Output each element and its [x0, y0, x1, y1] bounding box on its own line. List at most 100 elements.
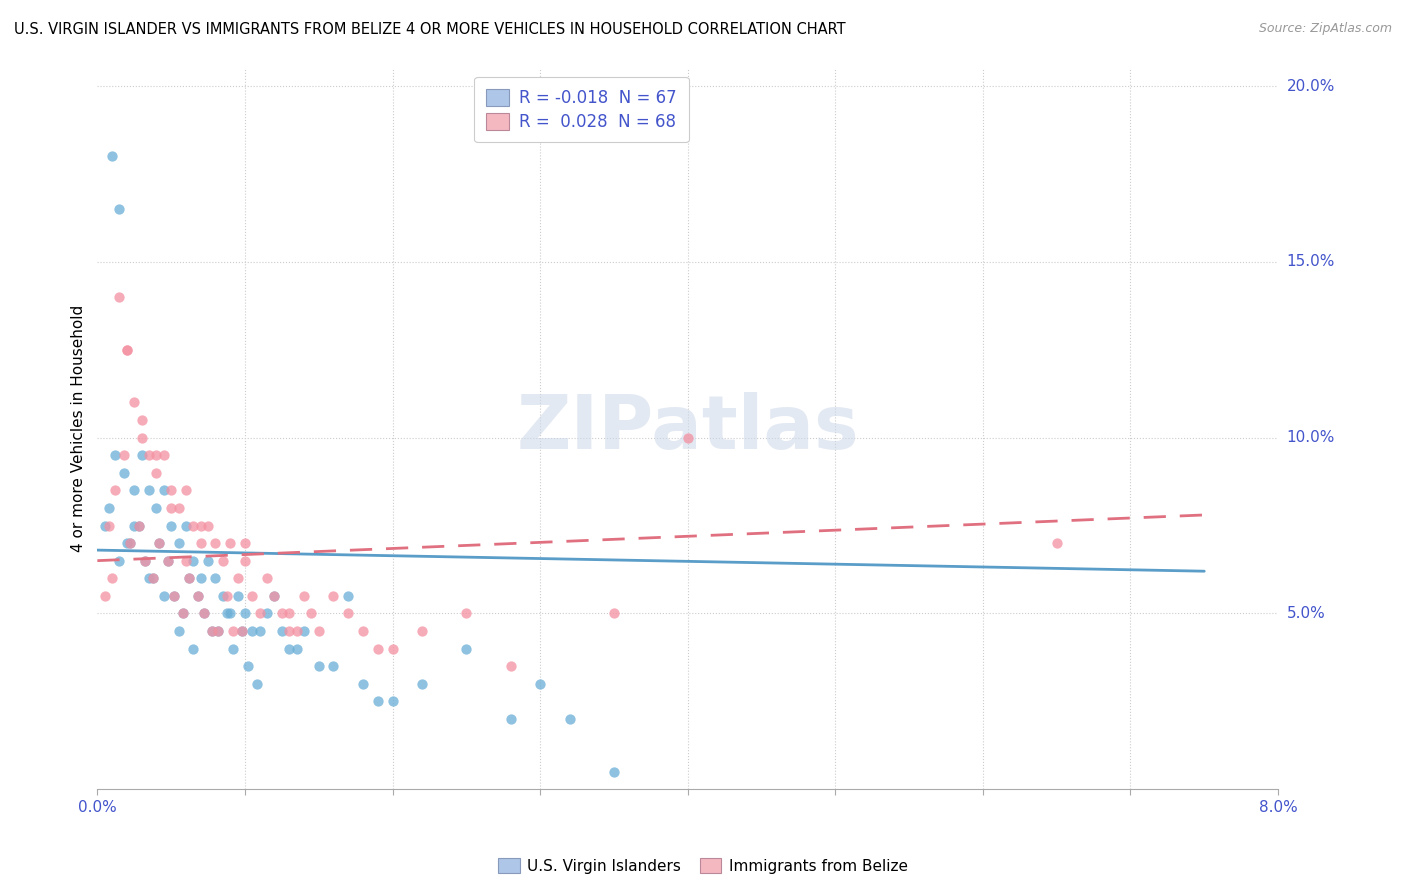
Point — [411, 676, 433, 690]
Point — [246, 676, 269, 690]
Point — [236, 659, 259, 673]
Text: 15.0%: 15.0% — [1286, 254, 1334, 269]
Point — [240, 589, 263, 603]
Point — [108, 202, 131, 216]
Point — [256, 607, 278, 621]
Point — [145, 448, 167, 462]
Point — [278, 607, 301, 621]
Point — [118, 536, 141, 550]
Point — [145, 500, 167, 515]
Point — [270, 607, 292, 621]
Point — [222, 624, 245, 638]
Point — [292, 624, 315, 638]
Point — [381, 694, 404, 708]
Point — [337, 607, 360, 621]
Point — [174, 483, 197, 498]
Point — [337, 589, 360, 603]
Point — [456, 641, 478, 656]
Point — [219, 536, 242, 550]
Point — [108, 290, 131, 304]
Point — [499, 712, 522, 726]
Legend: R = -0.018  N = 67, R =  0.028  N = 68: R = -0.018 N = 67, R = 0.028 N = 68 — [474, 77, 689, 143]
Point — [256, 571, 278, 585]
Point — [160, 518, 183, 533]
Point — [222, 641, 245, 656]
Point — [201, 624, 224, 638]
Text: 5.0%: 5.0% — [1286, 606, 1324, 621]
Point — [131, 448, 153, 462]
Point — [134, 554, 156, 568]
Legend: U.S. Virgin Islanders, Immigrants from Belize: U.S. Virgin Islanders, Immigrants from B… — [492, 852, 914, 880]
Point — [187, 589, 209, 603]
Point — [204, 536, 226, 550]
Point — [181, 518, 204, 533]
Point — [160, 500, 183, 515]
Point — [233, 536, 256, 550]
Point — [93, 518, 115, 533]
Point — [148, 536, 170, 550]
Point — [207, 624, 229, 638]
Point — [367, 641, 389, 656]
Point — [152, 589, 174, 603]
Point — [152, 483, 174, 498]
Point — [128, 518, 150, 533]
Point — [211, 589, 233, 603]
Point — [231, 624, 253, 638]
Point — [122, 395, 145, 409]
Point — [207, 624, 229, 638]
Point — [101, 149, 124, 163]
Point — [299, 607, 322, 621]
Point — [98, 518, 121, 533]
Point — [138, 483, 160, 498]
Point — [167, 536, 190, 550]
Point — [128, 518, 150, 533]
Point — [308, 624, 330, 638]
Point — [499, 659, 522, 673]
Point — [160, 483, 183, 498]
Point — [115, 343, 138, 357]
Point — [456, 607, 478, 621]
Point — [197, 518, 219, 533]
Point — [115, 343, 138, 357]
Point — [177, 571, 200, 585]
Point — [529, 676, 551, 690]
Text: U.S. VIRGIN ISLANDER VS IMMIGRANTS FROM BELIZE 4 OR MORE VEHICLES IN HOUSEHOLD C: U.S. VIRGIN ISLANDER VS IMMIGRANTS FROM … — [14, 22, 845, 37]
Point — [101, 571, 124, 585]
Y-axis label: 4 or more Vehicles in Household: 4 or more Vehicles in Household — [72, 305, 86, 552]
Point — [163, 589, 186, 603]
Point — [219, 607, 242, 621]
Point — [181, 554, 204, 568]
Point — [122, 483, 145, 498]
Text: Source: ZipAtlas.com: Source: ZipAtlas.com — [1258, 22, 1392, 36]
Point — [211, 554, 233, 568]
Point — [115, 536, 138, 550]
Point — [226, 589, 249, 603]
Point — [118, 536, 141, 550]
Point — [204, 571, 226, 585]
Point — [174, 518, 197, 533]
Point — [197, 554, 219, 568]
Point — [190, 536, 212, 550]
Point — [322, 659, 344, 673]
Point — [352, 624, 374, 638]
Point — [187, 589, 209, 603]
Point — [138, 448, 160, 462]
Text: ZIPatlas: ZIPatlas — [516, 392, 859, 466]
Point — [167, 500, 190, 515]
Point — [249, 607, 271, 621]
Point — [201, 624, 224, 638]
Point — [181, 641, 204, 656]
Point — [292, 589, 315, 603]
Point — [193, 607, 215, 621]
Point — [142, 571, 165, 585]
Point — [131, 413, 153, 427]
Point — [98, 500, 121, 515]
Point — [122, 518, 145, 533]
Point — [217, 589, 239, 603]
Point — [104, 448, 127, 462]
Point — [263, 589, 285, 603]
Point — [163, 589, 186, 603]
Point — [285, 624, 308, 638]
Point — [174, 554, 197, 568]
Point — [322, 589, 344, 603]
